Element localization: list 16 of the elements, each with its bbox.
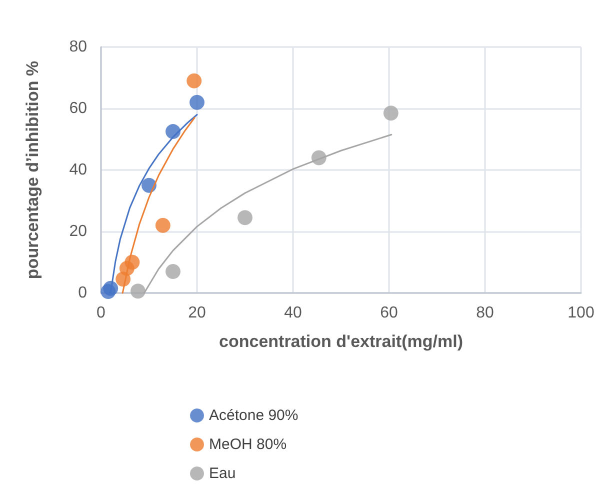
x-tick-label: 100 (568, 304, 594, 322)
legend-label: Eau (209, 465, 236, 482)
x-axis-title: concentration d'extrait(mg/ml) (219, 332, 463, 351)
x-tick-label: 80 (476, 304, 494, 322)
x-tick-label: 40 (284, 304, 302, 322)
y-tick-label: 80 (69, 38, 88, 56)
legend-label: MeOH 80% (209, 436, 287, 453)
y-tick-label: 40 (69, 162, 88, 178)
x-tick-label: 20 (188, 304, 206, 322)
legend-label: Acétone 90% (209, 407, 298, 424)
x-tick-label: 60 (380, 304, 398, 322)
y-axis-title: pourcentage d’inhibition % (23, 60, 42, 280)
y-tick-label: 20 (69, 223, 88, 240)
y-tick-label: 0 (78, 284, 88, 302)
x-tick-label: 0 (96, 304, 106, 322)
y-tick-label: 60 (69, 100, 88, 117)
